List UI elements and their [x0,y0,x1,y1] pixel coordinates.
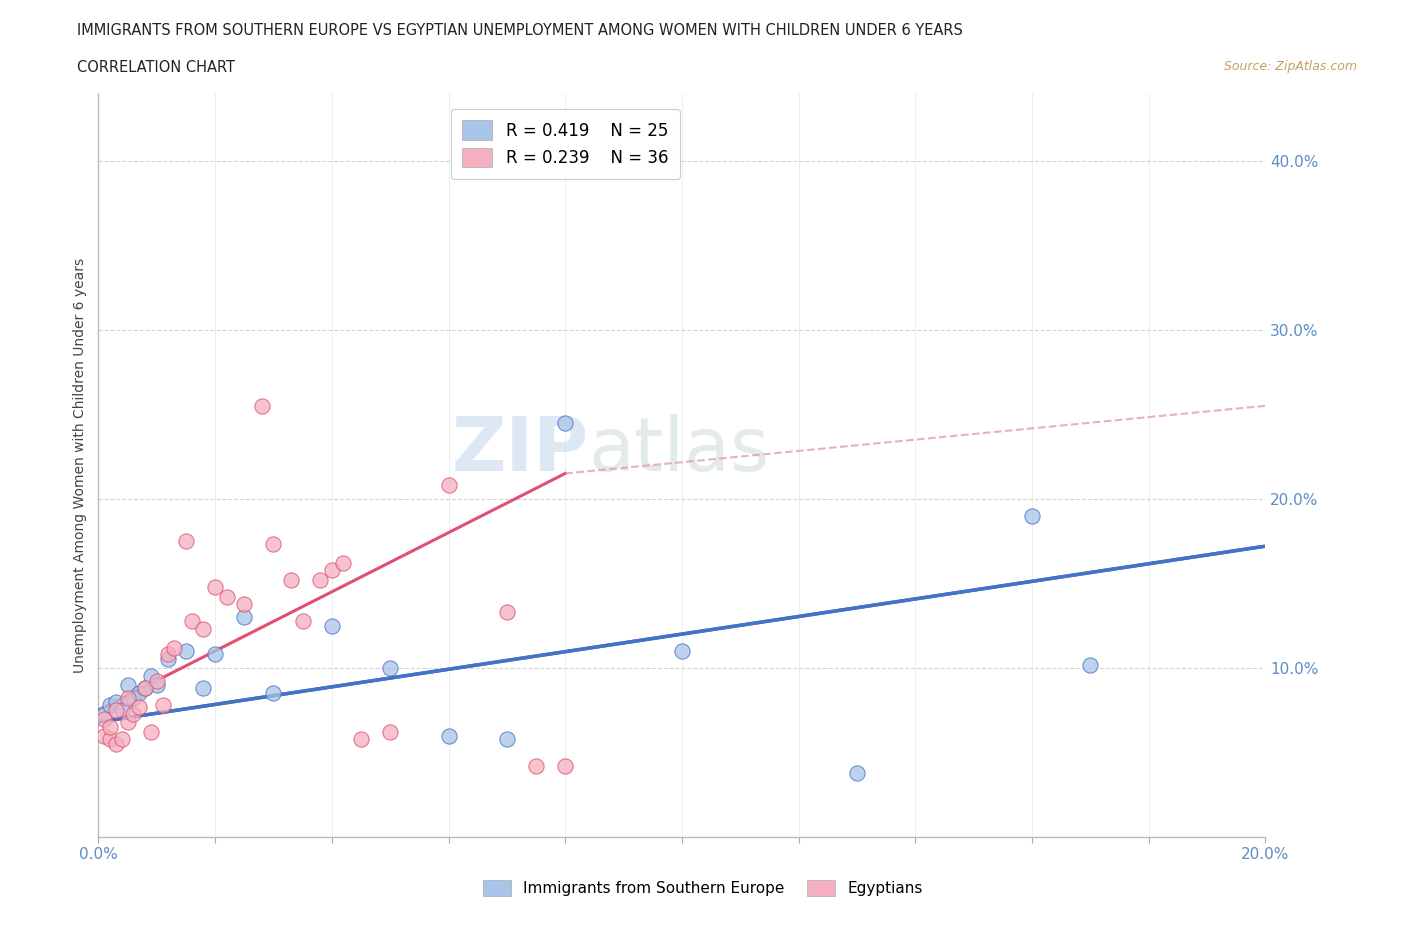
Point [174,534,197,549]
Point [98,720,121,735]
Point [262,685,284,700]
Y-axis label: Unemployment Among Women with Children Under 6 years: Unemployment Among Women with Children U… [73,258,87,672]
Point [146,677,169,692]
Point [193,621,215,636]
Point [128,685,150,700]
Text: atlas: atlas [589,414,769,486]
Point [111,703,134,718]
Point [437,728,460,743]
Point [215,590,238,604]
Point [134,681,156,696]
Point [233,610,256,625]
Text: Source: ZipAtlas.com: Source: ZipAtlas.com [1223,60,1357,73]
Point [321,618,343,633]
Point [122,691,145,706]
Text: CORRELATION CHART: CORRELATION CHART [77,60,235,75]
Point [128,699,150,714]
Point [98,698,121,712]
Text: ZIP: ZIP [451,414,589,486]
Point [554,759,576,774]
Point [157,647,180,662]
Point [280,573,302,588]
Point [98,732,121,747]
Point [134,681,156,696]
Point [671,644,693,658]
Point [846,765,869,780]
Point [332,555,354,570]
Point [93,728,115,743]
Point [117,691,139,706]
Point [380,724,402,739]
Point [309,573,332,588]
Point [157,652,180,667]
Point [291,613,314,628]
Point [350,732,373,747]
Text: IMMIGRANTS FROM SOUTHERN EUROPE VS EGYPTIAN UNEMPLOYMENT AMONG WOMEN WITH CHILDR: IMMIGRANTS FROM SOUTHERN EUROPE VS EGYPT… [77,23,963,38]
Point [104,695,127,710]
Point [139,724,162,739]
Point [146,674,169,689]
Legend: Immigrants from Southern Europe, Egyptians: Immigrants from Southern Europe, Egyptia… [475,872,931,904]
Point [152,698,174,712]
Point [1080,658,1102,672]
Point [524,759,547,774]
Point [321,563,343,578]
Point [163,640,186,655]
Point [437,478,460,493]
Legend: R = 0.419    N = 25, R = 0.239    N = 36: R = 0.419 N = 25, R = 0.239 N = 36 [451,109,679,179]
Point [122,706,145,721]
Point [139,669,162,684]
Point [93,711,115,726]
Point [104,737,127,751]
Point [380,660,402,675]
Point [104,703,127,718]
Point [554,416,576,431]
Point [117,714,139,729]
Point [204,579,226,594]
Point [111,732,134,747]
Point [496,732,519,747]
Point [117,677,139,692]
Point [193,681,215,696]
Point [1021,509,1043,524]
Point [93,706,115,721]
Point [262,537,284,551]
Point [174,644,197,658]
Point [180,613,202,628]
Point [233,596,256,611]
Point [250,398,273,413]
Point [204,647,226,662]
Point [496,604,519,619]
